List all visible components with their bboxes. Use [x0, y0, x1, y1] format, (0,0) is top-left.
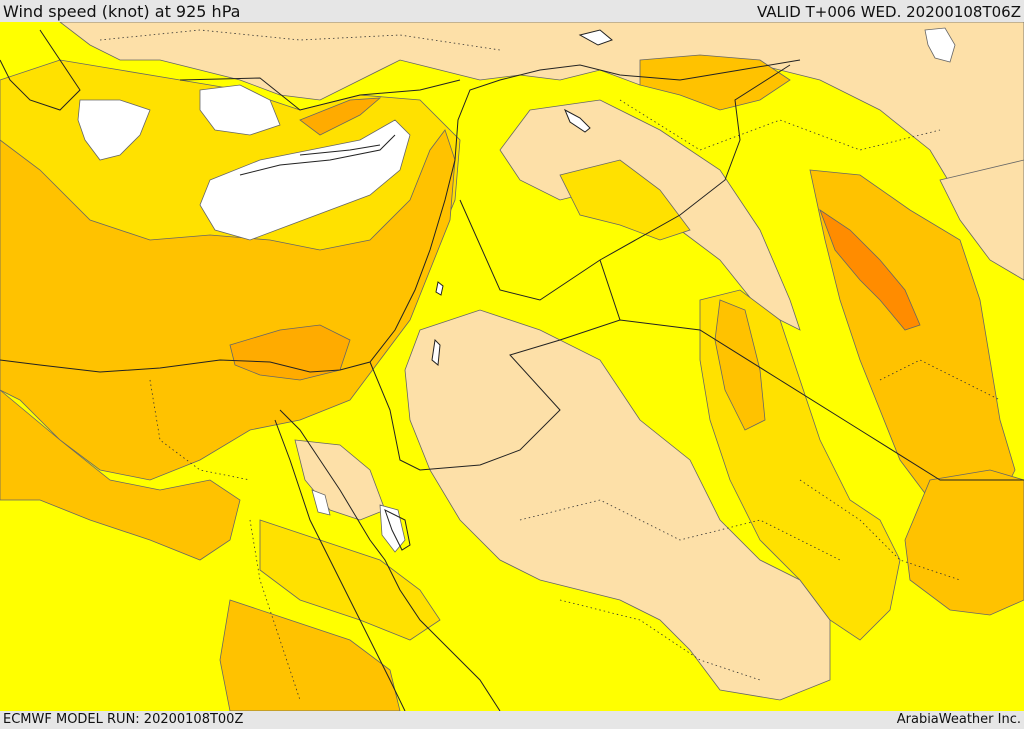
field-strong-iraq [819, 208, 921, 331]
field-fresh-top [639, 54, 791, 111]
coastlines [0, 29, 801, 711]
wind-speed-map [0, 22, 1024, 711]
field-strong-med [299, 97, 382, 136]
credit-label: ArabiaWeather Inc. [896, 712, 1021, 727]
political-borders [179, 64, 1024, 481]
field-fresh-egypt [0, 389, 241, 561]
field-light-arabia [404, 309, 831, 701]
map-title: Wind speed (knot) at 925 hPa [3, 2, 241, 21]
field-calm-rhodes [77, 99, 151, 161]
header-bar [0, 0, 1024, 22]
field-calm-caspian [924, 27, 956, 63]
field-fresh-central [714, 299, 766, 431]
field-fresh-med [0, 129, 456, 481]
field-moderate-levant [559, 159, 691, 241]
map-canvas [0, 22, 1024, 711]
model-run-label: ECMWF MODEL RUN: 20200108T00Z [3, 712, 244, 727]
admin-boundaries [99, 29, 1001, 701]
field-light-east [939, 159, 1024, 281]
field-calm-aegean [199, 84, 281, 136]
field-moderate-redsea [259, 519, 441, 641]
field-light-syria [499, 99, 801, 331]
field-calm-cyprus [199, 119, 411, 241]
footer-bar [0, 711, 1024, 729]
field-calm-suez [311, 489, 331, 516]
lakes [431, 29, 613, 366]
field-fresh-gulf [904, 469, 1024, 616]
field-light-sinai [294, 439, 386, 521]
valid-time-label: VALID T+006 WED. 20200108T06Z [756, 3, 1021, 21]
